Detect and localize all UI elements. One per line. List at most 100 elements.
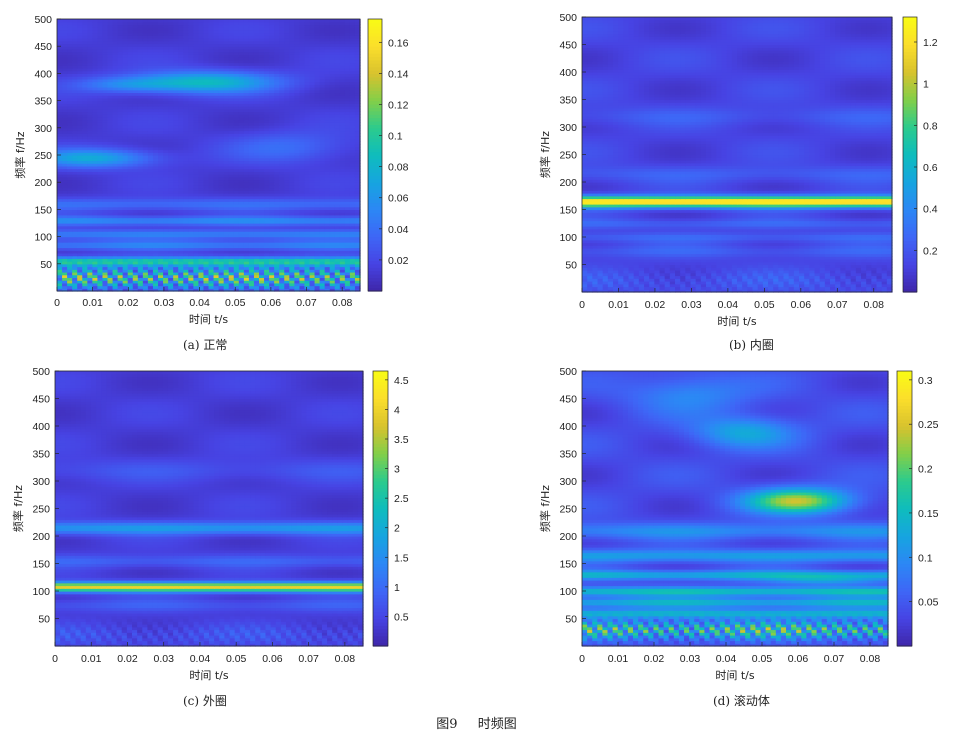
heatmap-cell [223,282,230,287]
heatmap-cell [253,277,260,281]
heatmap-cell [279,271,285,276]
heatmap-cell [279,280,285,284]
heatmap-cell [309,288,316,292]
heatmap-cell [299,274,306,278]
heatmap-cell [102,282,109,287]
heatmap-cell [344,288,351,292]
heatmap-cell [344,282,351,287]
heatmap-cell [193,271,199,276]
heatmap-cell [178,280,184,284]
heatmap-cell [223,285,230,289]
heatmap-cell [339,282,346,287]
heatmap-cell [248,277,255,281]
heatmap-cell [72,277,78,281]
heatmap-cell [152,271,159,276]
heatmap-cell [248,288,255,292]
heatmap-cell [289,280,295,284]
heatmap-cell [218,282,225,287]
heatmap-cell [208,274,215,278]
heatmap-cell [203,271,210,276]
heatmap-cell [228,280,235,284]
heatmap-cell [264,277,270,281]
heatmap-cell [188,274,194,278]
heatmap-cell [193,288,199,292]
heatmap-cell [284,277,290,281]
heatmap-cell [319,277,326,281]
heatmap-cell [243,277,250,281]
heatmap-cell [243,274,250,278]
heatmap-cell [122,282,129,287]
heatmap-cell [137,282,144,287]
heatmap-cell [319,285,326,289]
heatmap-cell [87,280,93,284]
heatmap-cell [329,282,336,287]
heatmap-cell [137,285,144,289]
heatmap-cell [208,280,215,284]
heatmap-cell [82,288,88,292]
heatmap-cell [324,282,331,287]
heatmap-cell [67,280,73,284]
heatmap-cell [57,271,63,276]
heatmap-cell [117,285,124,289]
heatmap-cell [284,274,290,278]
heatmap-cell [274,280,280,284]
heatmap-cell [158,280,164,284]
heatmap-cell [259,277,265,281]
heatmap-cell [274,288,280,292]
heatmap-cell [173,288,179,292]
heatmap-cell [183,282,189,287]
heatmap-cell [274,277,280,281]
heatmap-cell [132,277,139,281]
heatmap-cell [309,280,316,284]
heatmap-cell [279,282,285,287]
heatmap-cell [329,277,336,281]
heatmap-cell [137,274,144,278]
heatmap-cell [309,277,316,281]
heatmap-cell [324,271,331,276]
heatmap-cell [67,271,73,276]
heatmap-cell [274,271,280,276]
heatmap-cell [87,285,93,289]
heatmap-cell [127,274,134,278]
heatmap-cell [107,274,114,278]
heatmap-cell [137,277,144,281]
heatmap-cell [77,285,83,289]
heatmap-cell [289,277,295,281]
heatmap-cell [72,285,78,289]
heatmap-cell [309,282,316,287]
heatmap-cell [82,277,88,281]
heatmap-cell [223,274,230,278]
heatmap-cell [152,274,159,278]
heatmap-cell [62,271,68,276]
heatmap-cell [309,274,316,278]
heatmap-cell [253,282,260,287]
heatmap-cell [218,274,225,278]
heatmap-cell [269,274,275,278]
heatmap-cell [193,280,199,284]
heatmap-cell [77,271,83,276]
heatmap-cell [173,274,179,278]
heatmap-cell [122,280,129,284]
heatmap-cell [334,277,341,281]
heatmap-cell [299,271,306,276]
heatmap-cell [309,271,316,276]
heatmap-cell [243,271,250,276]
heatmap-cell [269,271,275,276]
heatmap-cell [203,274,210,278]
heatmap-cell [132,274,139,278]
heatmap-cell [198,285,205,289]
heatmap-cell [183,288,189,292]
heatmap-cell [314,288,321,292]
heatmap-cell [259,271,265,276]
heatmap-cell [57,288,63,292]
heatmap-cell [163,282,169,287]
heatmap-cell [233,282,240,287]
heatmap-cell [349,282,356,287]
heatmap-cell [82,285,88,289]
heatmap-cell [218,271,225,276]
heatmap-cell [188,282,194,287]
heatmap-cell [158,282,164,287]
heatmap-cell [152,282,159,287]
heatmap-cell [289,285,295,289]
heatmap-cell [178,271,184,276]
